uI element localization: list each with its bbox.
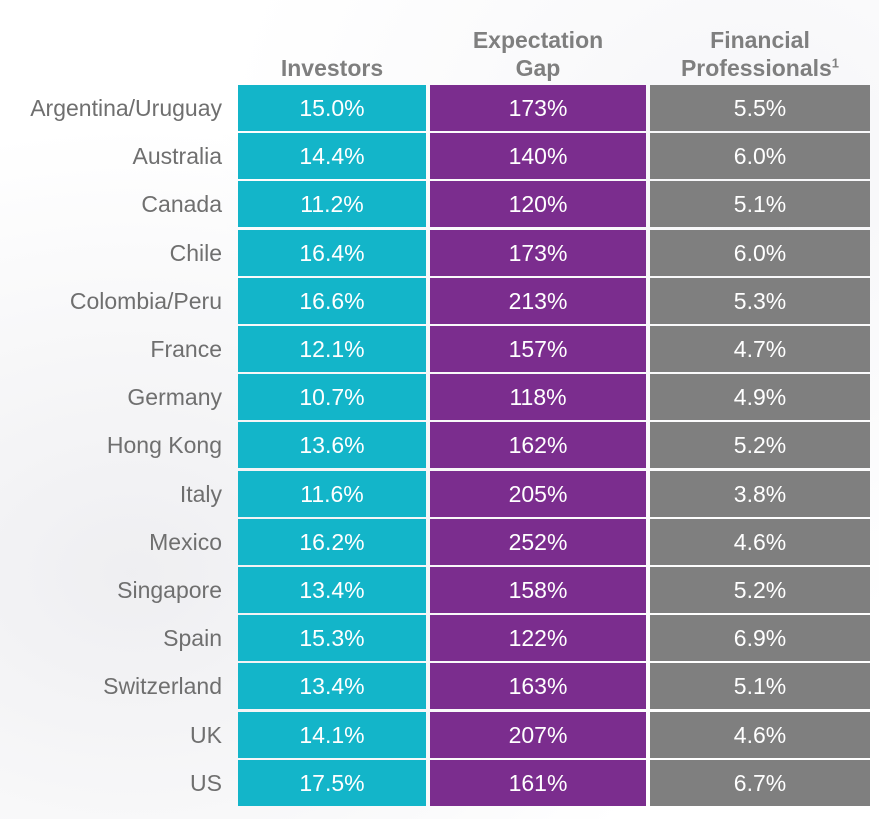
table-cell-fp: 3.8% (650, 470, 870, 517)
row-label: Hong Kong (106, 432, 222, 459)
row-label: Switzerland (103, 673, 222, 700)
table-cell-fp: 4.6% (650, 711, 870, 758)
table-cell-investors: 16.4% (238, 229, 426, 276)
table-cell-gap: 120% (430, 181, 646, 228)
column-header-gap-line-1: Expectation (472, 27, 604, 53)
table-cell-gap: 207% (430, 711, 646, 758)
footnote-marker: 1 (831, 55, 840, 71)
table-cell-fp: 5.2% (650, 567, 870, 613)
column-header-investors: Investors (238, 14, 426, 82)
row-label: US (190, 769, 222, 796)
table-cell-fp: 6.0% (650, 133, 870, 180)
table-cell-investors: 13.4% (238, 663, 426, 710)
table-cell-gap: 205% (430, 470, 646, 517)
table-cell-fp: 6.0% (650, 229, 870, 276)
table-cell-fp: 5.2% (650, 422, 870, 469)
table-cell-investors: 15.3% (238, 615, 426, 662)
column-header-gap-line-2: Gap (515, 55, 561, 81)
table-cell-gap: 157% (430, 326, 646, 372)
table-cell-gap: 173% (430, 229, 646, 276)
table-cell-investors: 12.1% (238, 326, 426, 372)
table-cell-investors: 14.1% (238, 711, 426, 758)
table-cell-gap: 213% (430, 277, 646, 324)
column-header-investors-line-1: Investors (280, 55, 384, 81)
column-header-fp-line-1: Financial (710, 27, 810, 53)
table-cell-investors: 17.5% (238, 759, 426, 806)
table-cell-investors: 11.2% (238, 181, 426, 228)
column-header-expectation-gap: Expectation Gap (430, 14, 646, 82)
row-label: Spain (163, 625, 222, 652)
row-label: Australia (132, 143, 222, 170)
row-label: Mexico (149, 528, 222, 555)
table-cell-gap: 140% (430, 133, 646, 180)
table-cell-gap: 173% (430, 85, 646, 131)
row-label: UK (190, 721, 222, 748)
table-cell-gap: 158% (430, 567, 646, 613)
column-header-fp-line-2: Professionals (680, 55, 832, 81)
row-label: Italy (179, 480, 222, 507)
table-cell-gap: 118% (430, 374, 646, 421)
table-cell-fp: 5.5% (650, 85, 870, 131)
column-header-financial-professionals: Financial Professionals1 (650, 14, 870, 82)
table-cell-fp: 5.1% (650, 663, 870, 710)
table-cell-investors: 16.6% (238, 277, 426, 324)
table-cell-gap: 252% (430, 518, 646, 565)
table-cell-fp: 6.9% (650, 615, 870, 662)
table-cell-fp: 5.1% (650, 181, 870, 228)
table-cell-investors: 13.4% (238, 567, 426, 613)
table-cell-fp: 4.7% (650, 326, 870, 372)
table-cell-investors: 10.7% (238, 374, 426, 421)
row-label: Chile (169, 239, 222, 266)
table-cell-gap: 161% (430, 759, 646, 806)
table-cell-gap: 122% (430, 615, 646, 662)
row-label: Canada (141, 191, 222, 218)
table-cell-fp: 4.6% (650, 518, 870, 565)
table-cell-fp: 4.9% (650, 374, 870, 421)
row-label: France (150, 336, 222, 362)
table-cell-gap: 162% (430, 422, 646, 469)
table-cell-fp: 5.3% (650, 277, 870, 324)
row-label: Argentina/Uruguay (30, 95, 222, 121)
row-label: Singapore (117, 577, 222, 603)
row-label: Germany (127, 384, 222, 411)
table-cell-fp: 6.7% (650, 759, 870, 806)
table-cell-investors: 16.2% (238, 518, 426, 565)
table-cell-investors: 13.6% (238, 422, 426, 469)
table-cell-gap: 163% (430, 663, 646, 710)
row-label: Colombia/Peru (69, 287, 222, 314)
table-cell-investors: 11.6% (238, 470, 426, 517)
table-cell-investors: 15.0% (238, 85, 426, 131)
table-cell-investors: 14.4% (238, 133, 426, 180)
